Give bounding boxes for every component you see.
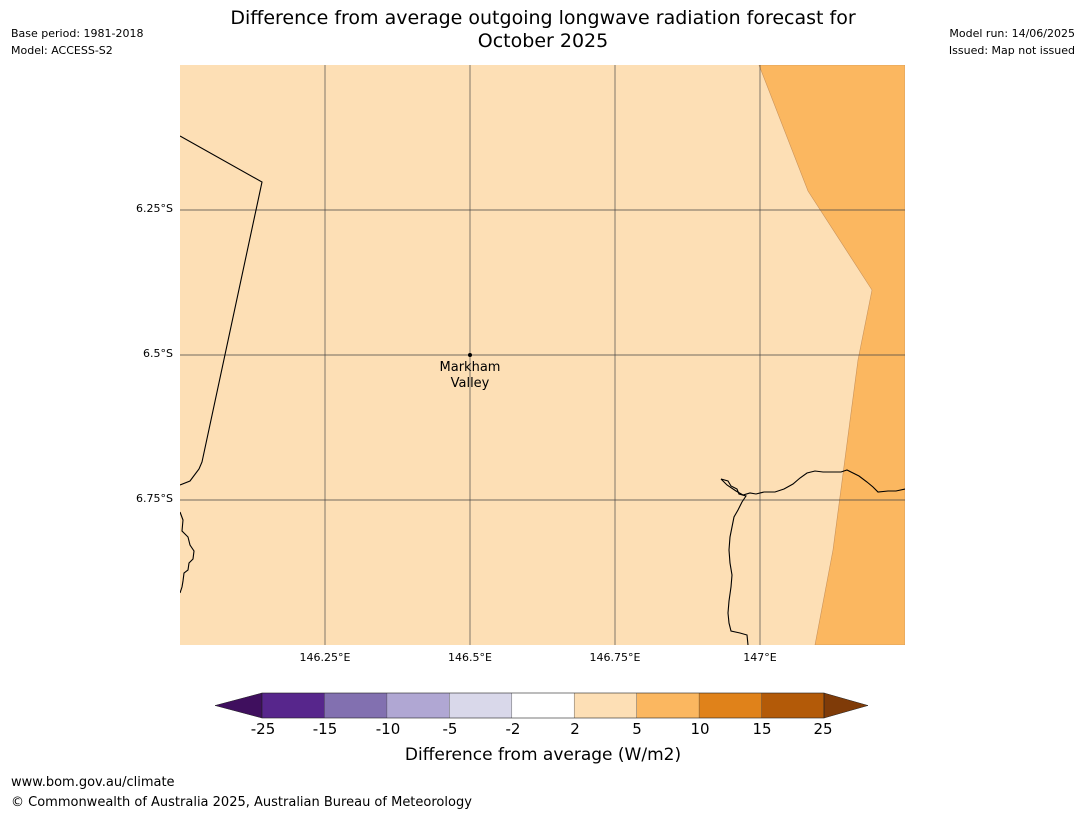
- colorbar-segment: [699, 693, 762, 718]
- place-label: Markham Valley: [420, 360, 520, 392]
- metadata-right: Model run: 14/06/2025 Issued: Map not is…: [949, 25, 1075, 59]
- metadata-left: Base period: 1981-2018 Model: ACCESS-S2: [11, 25, 143, 59]
- colorbar-extend-low: [215, 692, 263, 719]
- colorbar-segment: [761, 693, 825, 718]
- west-coast-south: [180, 511, 195, 594]
- model-run-text: Model run: 14/06/2025: [949, 27, 1075, 40]
- lon-label-2: 146.5°E: [448, 651, 492, 664]
- place-marker-markham-valley: [468, 353, 472, 357]
- lat-label-1: 6.25°S: [136, 202, 173, 215]
- footer-copyright: © Commonwealth of Australia 2025, Austra…: [11, 795, 472, 810]
- map-svg: [180, 65, 905, 645]
- colorbar-tick-1: -25: [250, 720, 276, 738]
- colorbar-tick-6: 2: [570, 720, 580, 738]
- map-title: Difference from average outgoing longwav…: [180, 7, 906, 53]
- colorbar-tick-2: -15: [312, 720, 338, 738]
- lat-label-2: 6.5°S: [143, 347, 173, 360]
- colorbar-segment: [574, 693, 638, 718]
- title-line-1: Difference from average outgoing longwav…: [230, 7, 856, 29]
- colorbar-label: Difference from average (W/m2): [404, 745, 682, 765]
- place-label-line-2: Valley: [450, 376, 490, 391]
- graticule: [180, 65, 905, 645]
- issued-text: Issued: Map not issued: [948, 44, 1075, 57]
- colorbar-tick-5: -2: [505, 720, 521, 738]
- colorbar-tick-8: 10: [690, 720, 710, 738]
- title-line-2: October 2025: [477, 30, 609, 52]
- colorbar-tick-10: 25: [813, 720, 833, 738]
- colorbar-segment: [449, 693, 513, 718]
- lat-label-3: 6.75°S: [136, 492, 173, 505]
- map-panel: [180, 65, 905, 645]
- footer-url[interactable]: www.bom.gov.au/climate: [11, 775, 175, 790]
- boundary-line-west: [180, 135, 263, 486]
- colorbar-tick-9: 15: [752, 720, 772, 738]
- model-text: Model: ACCESS-S2: [11, 44, 113, 57]
- colorbar-segment: [636, 693, 700, 718]
- colorbar-tick-7: 5: [632, 720, 642, 738]
- coast-gulf-west-bank: [720, 478, 749, 645]
- coast-gulf-north: [720, 469, 905, 496]
- coastlines: [180, 135, 905, 645]
- colorbar-extend-high: [823, 692, 869, 719]
- colorbar-frame: [261, 692, 825, 719]
- colorbar-segment: [511, 693, 575, 718]
- colorbar-tick-4: -5: [442, 720, 458, 738]
- lon-label-4: 147°E: [743, 651, 777, 664]
- colorbar-tick-3: -10: [375, 720, 401, 738]
- lon-label-3: 146.75°E: [589, 651, 641, 664]
- base-period-text: Base period: 1981-2018: [11, 27, 144, 40]
- colorbar: [215, 692, 869, 719]
- lon-label-1: 146.25°E: [299, 651, 351, 664]
- colorbar-segment: [324, 693, 388, 718]
- colorbar-segment: [386, 693, 450, 718]
- colorbar-segments: [262, 693, 825, 718]
- colorbar-segment: [262, 693, 325, 718]
- place-label-line-1: Markham: [439, 360, 501, 375]
